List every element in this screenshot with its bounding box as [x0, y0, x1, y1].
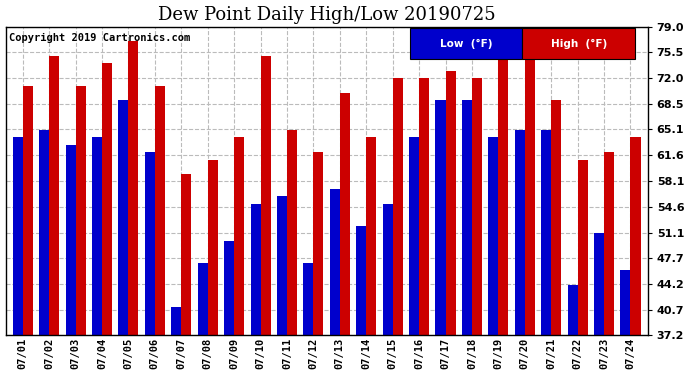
- Bar: [66, 145, 76, 335]
- Bar: [541, 130, 551, 335]
- Bar: [49, 56, 59, 335]
- Text: High  (°F): High (°F): [551, 39, 607, 48]
- Bar: [393, 78, 403, 335]
- Bar: [489, 137, 498, 335]
- Bar: [261, 56, 270, 335]
- Bar: [631, 137, 640, 335]
- Bar: [304, 263, 313, 335]
- Bar: [446, 71, 455, 335]
- Bar: [76, 86, 86, 335]
- Bar: [356, 226, 366, 335]
- Bar: [102, 63, 112, 335]
- Bar: [155, 86, 165, 335]
- Bar: [339, 93, 350, 335]
- Bar: [119, 100, 128, 335]
- Bar: [145, 152, 155, 335]
- Bar: [234, 137, 244, 335]
- Bar: [620, 270, 631, 335]
- Bar: [498, 27, 509, 335]
- Bar: [568, 285, 578, 335]
- Bar: [525, 27, 535, 335]
- Bar: [409, 137, 419, 335]
- Bar: [92, 137, 102, 335]
- Bar: [23, 86, 32, 335]
- Bar: [604, 152, 614, 335]
- Bar: [250, 204, 261, 335]
- Bar: [181, 174, 191, 335]
- Text: Low  (°F): Low (°F): [440, 39, 493, 48]
- Bar: [594, 233, 604, 335]
- Bar: [472, 78, 482, 335]
- Bar: [313, 152, 324, 335]
- Bar: [224, 241, 234, 335]
- Bar: [366, 137, 376, 335]
- Bar: [277, 196, 287, 335]
- Bar: [197, 263, 208, 335]
- Bar: [39, 130, 49, 335]
- Bar: [330, 189, 339, 335]
- Bar: [383, 204, 393, 335]
- Title: Dew Point Daily High/Low 20190725: Dew Point Daily High/Low 20190725: [158, 6, 495, 24]
- FancyBboxPatch shape: [522, 28, 635, 59]
- Bar: [208, 159, 218, 335]
- Bar: [551, 100, 561, 335]
- Bar: [515, 130, 525, 335]
- Bar: [171, 308, 181, 335]
- Bar: [578, 159, 588, 335]
- Bar: [12, 137, 23, 335]
- Bar: [462, 100, 472, 335]
- Bar: [419, 78, 429, 335]
- Bar: [128, 41, 139, 335]
- Bar: [435, 100, 446, 335]
- Text: Copyright 2019 Cartronics.com: Copyright 2019 Cartronics.com: [9, 33, 190, 43]
- Bar: [287, 130, 297, 335]
- FancyBboxPatch shape: [410, 28, 522, 59]
